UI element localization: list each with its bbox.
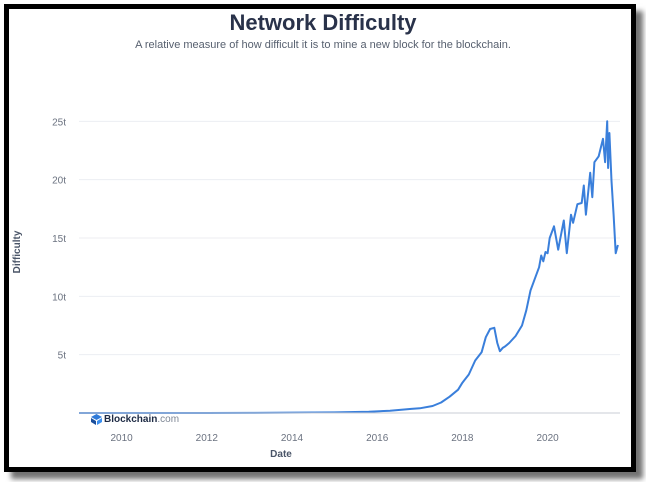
blockchain-logo: Blockchain .com bbox=[91, 414, 179, 425]
chart-title: Network Difficulty bbox=[229, 10, 417, 35]
blockchain-logo-icon bbox=[91, 414, 102, 425]
x-tick-label: 2014 bbox=[281, 433, 304, 444]
y-tick-label: 15t bbox=[52, 234, 66, 245]
y-tick-label: 20t bbox=[52, 176, 66, 187]
x-tick-label: 2020 bbox=[536, 433, 559, 444]
difficulty-line bbox=[79, 120, 619, 414]
x-tick-label: 2016 bbox=[366, 433, 389, 444]
y-tick-label: 25t bbox=[52, 117, 66, 128]
x-tick-label: 2012 bbox=[196, 433, 219, 444]
y-tick-label: 10t bbox=[52, 292, 66, 303]
x-tick-label: 2018 bbox=[451, 433, 474, 444]
x-tick-label: 2010 bbox=[110, 433, 133, 444]
chart-subtitle: A relative measure of how difficult it i… bbox=[135, 39, 511, 51]
x-axis-label: Date bbox=[270, 449, 292, 460]
y-tick-label: 5t bbox=[58, 351, 67, 362]
y-axis-label: Difficulty bbox=[12, 230, 23, 273]
